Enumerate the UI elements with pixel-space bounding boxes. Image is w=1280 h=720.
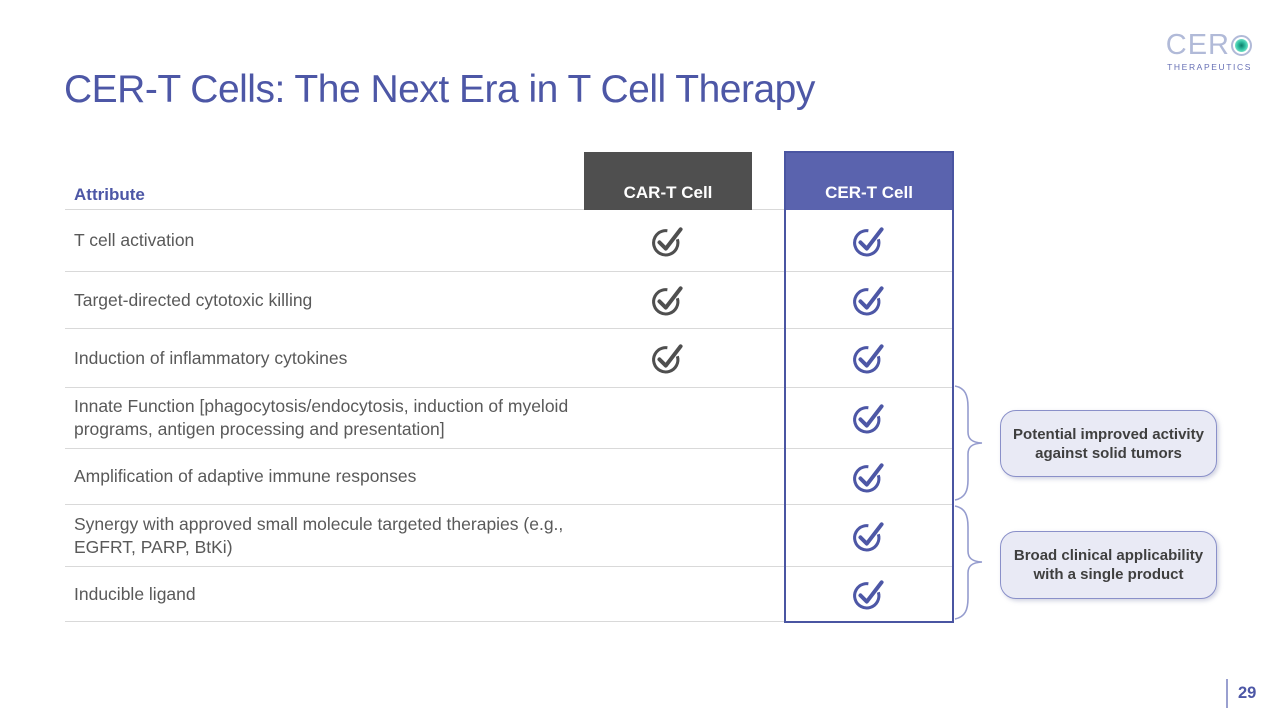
footer-divider	[1225, 679, 1228, 708]
check-circle-icon	[649, 223, 687, 259]
row-label: Inducible ligand	[74, 583, 196, 604]
row-label: Induction of inflammatory cytokines	[74, 347, 348, 368]
table-row: Induction of inflammatory cytokines	[65, 329, 953, 388]
comparison-table: T cell activation Target-directed cytoto…	[65, 209, 953, 622]
table-row: T cell activation	[65, 210, 953, 272]
check-circle-icon	[850, 459, 888, 495]
table-row: Amplification of adaptive immune respons…	[65, 449, 953, 505]
logo-brand-text: CER	[1165, 29, 1230, 61]
check-circle-icon	[649, 282, 687, 318]
cert-column-header: CER-T Cell	[784, 151, 954, 210]
check-circle-icon	[850, 400, 888, 436]
brace-rows-4-5	[954, 385, 983, 501]
table-row: Innate Function [phagocytosis/endocytosi…	[65, 388, 953, 449]
table-row: Synergy with approved small molecule tar…	[65, 505, 953, 567]
check-circle-icon	[850, 282, 888, 318]
cell-target-icon	[1231, 35, 1252, 56]
page-title: CER-T Cells: The Next Era in T Cell Ther…	[64, 68, 815, 111]
check-circle-icon	[850, 340, 888, 376]
row-label: Synergy with approved small molecule tar…	[74, 513, 564, 557]
check-circle-icon	[850, 518, 888, 554]
callout-clinical-applicability: Broad clinical applicability with a sing…	[1000, 531, 1217, 599]
row-label: Innate Function [phagocytosis/endocytosi…	[74, 396, 569, 439]
check-circle-icon	[850, 223, 888, 259]
logo-subtitle: THERAPEUTICS	[1167, 62, 1252, 72]
page-number: 29	[1238, 684, 1257, 702]
callout-solid-tumors: Potential improved activity against soli…	[1000, 410, 1217, 477]
page-footer: 29	[1225, 679, 1263, 708]
check-circle-icon	[649, 340, 687, 376]
table-row: Inducible ligand	[65, 567, 953, 622]
company-logo: CER THERAPEUTICS	[1152, 31, 1252, 72]
row-label: Amplification of adaptive immune respons…	[74, 466, 417, 486]
attribute-column-header: Attribute	[74, 185, 145, 204]
row-label: T cell activation	[74, 230, 195, 250]
table-row: Target-directed cytotoxic killing	[65, 272, 953, 329]
check-circle-icon	[850, 576, 888, 612]
row-label: Target-directed cytotoxic killing	[74, 289, 313, 310]
cart-column-header: CAR-T Cell	[584, 152, 752, 210]
brace-rows-6-7	[954, 505, 983, 620]
